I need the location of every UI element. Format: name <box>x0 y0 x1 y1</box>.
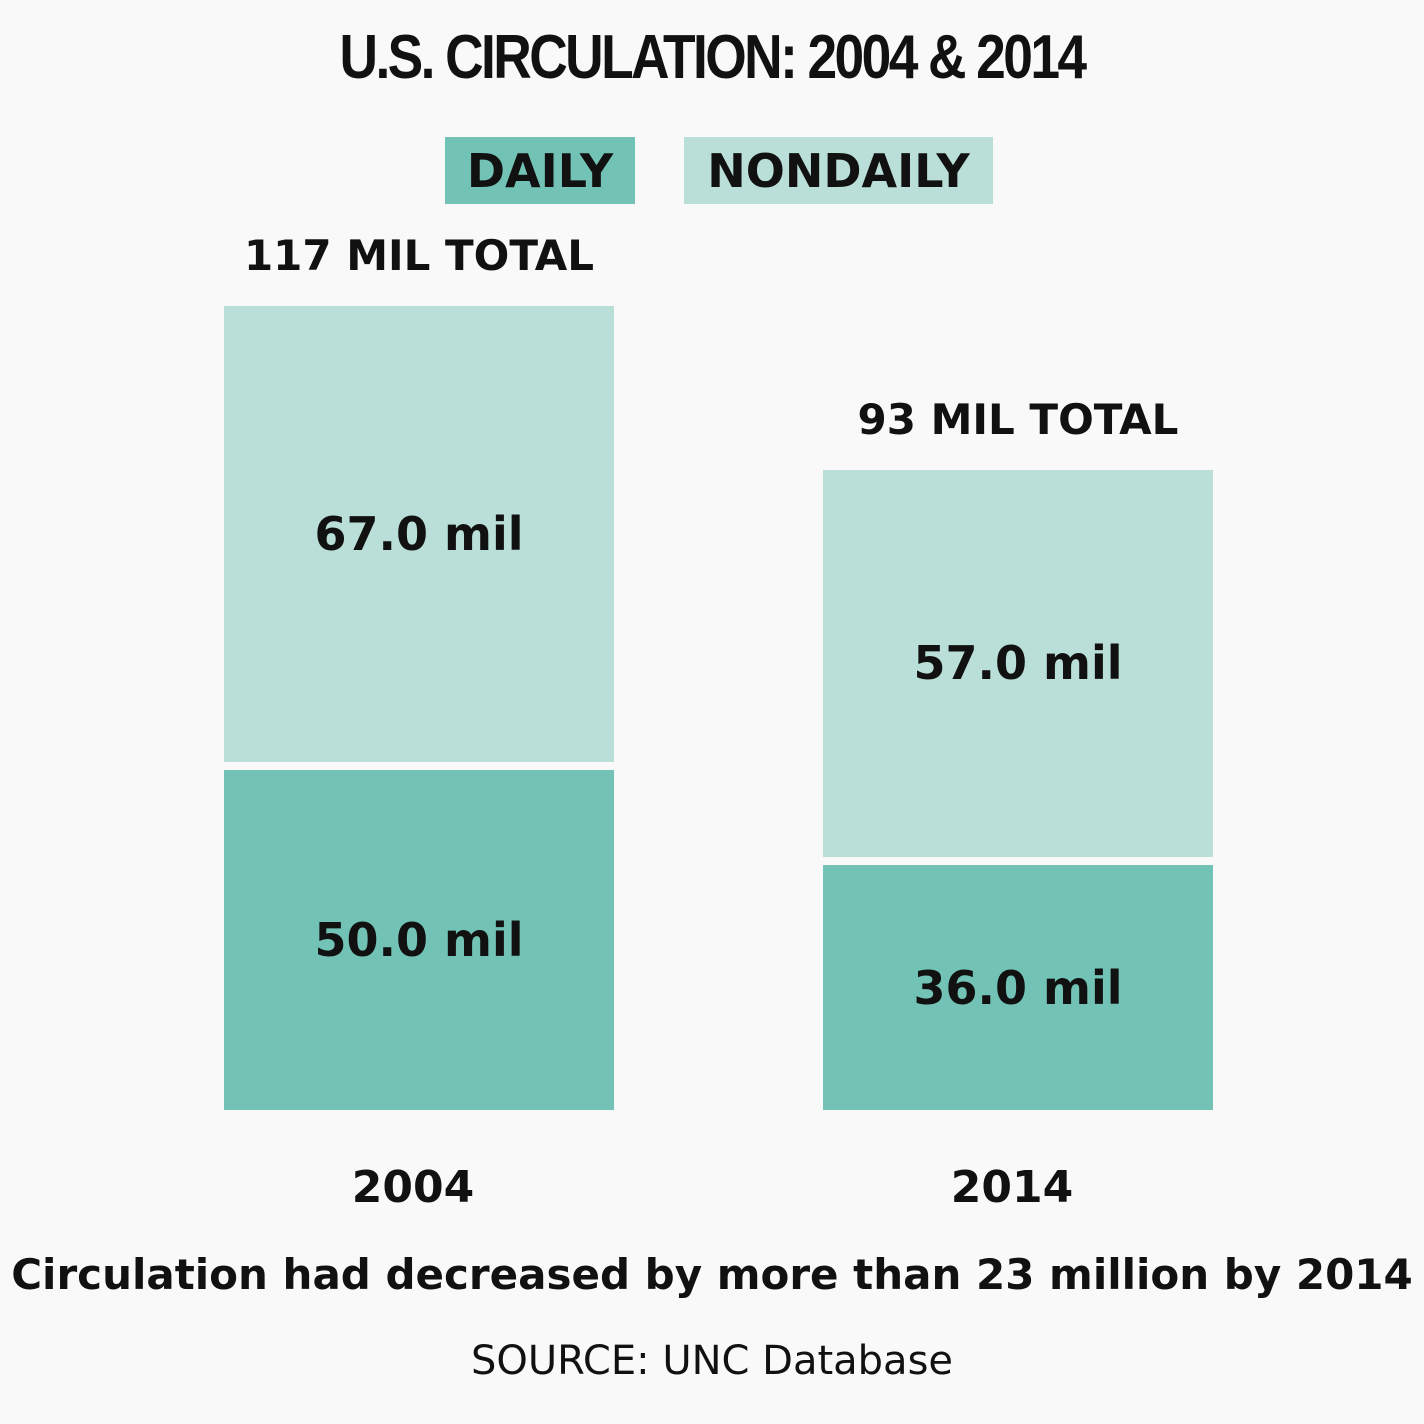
bar-2014-daily: 36.0 mil <box>823 865 1213 1110</box>
chart-caption: Circulation had decreased by more than 2… <box>11 1250 1413 1299</box>
bar-2004-daily: 50.0 mil <box>224 770 614 1110</box>
bar-2014-nondaily-label: 57.0 mil <box>913 636 1123 691</box>
x-tick-2014: 2014 <box>950 1162 1074 1213</box>
bar-2014-nondaily: 57.0 mil <box>823 469 1213 858</box>
total-label-2004: 117 MIL TOTAL <box>243 231 595 281</box>
bar-2004-nondaily-label: 67.0 mil <box>314 507 524 562</box>
chart-title: U.S. CIRCULATION: 2004 & 2014 <box>339 23 1088 92</box>
bar-2004-nondaily: 67.0 mil <box>224 306 614 762</box>
bar-2004-daily-label: 50.0 mil <box>314 913 524 967</box>
legend-nondaily: NONDAILY <box>684 137 993 204</box>
legend-daily: DAILY <box>445 137 635 204</box>
source-note: SOURCE: UNC Database <box>470 1338 954 1384</box>
bar-2014-daily-label: 36.0 mil <box>913 960 1123 1015</box>
total-label-2014: 93 MIL TOTAL <box>857 394 1179 444</box>
x-tick-2004: 2004 <box>351 1162 475 1213</box>
